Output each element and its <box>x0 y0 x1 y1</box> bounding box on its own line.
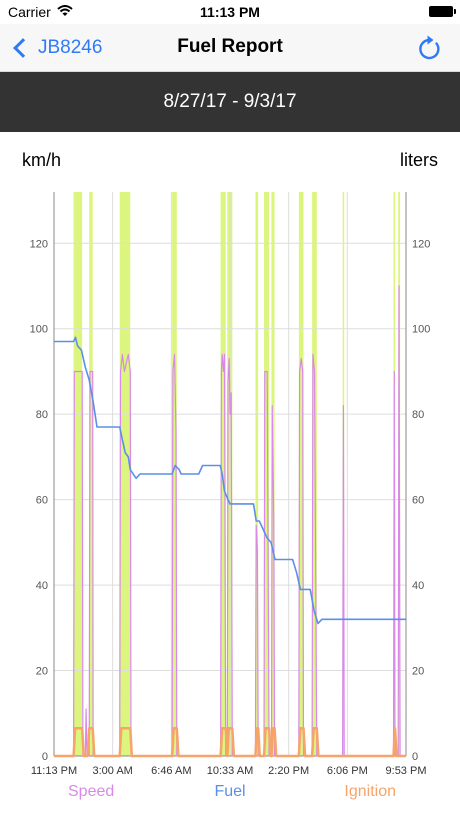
x-tick-label: 6:06 PM <box>327 765 368 777</box>
y-left-tick-label: 60 <box>36 495 48 507</box>
legend-speed: Speed <box>68 783 115 800</box>
fuel-chart[interactable]: 0 20 40 60 80 100 120 0 20 40 60 80 100 120 11:13 PM 3:… <box>0 180 460 780</box>
y-right-tick-label: 60 <box>412 495 424 507</box>
refresh-icon[interactable] <box>416 34 442 62</box>
y-left-tick-label: 120 <box>30 238 48 250</box>
movement-band <box>89 192 93 756</box>
back-button[interactable]: JB8246 <box>10 34 102 62</box>
page-title: Fuel Report <box>177 36 283 57</box>
y-right-tick-label: 40 <box>412 580 424 592</box>
legend-fuel: Fuel <box>214 783 246 800</box>
movement-band <box>220 192 226 756</box>
movement-band <box>298 192 304 756</box>
x-tick-label: 3:00 AM <box>92 765 132 777</box>
movement-band <box>312 192 317 756</box>
y-right-tick-label: 20 <box>412 666 424 678</box>
right-axis-unit-label: liters <box>399 150 438 170</box>
movement-band <box>172 192 177 756</box>
left-axis-unit-label: km/h <box>22 150 62 170</box>
back-button-label: JB8246 <box>38 37 103 58</box>
movement-band <box>73 192 83 756</box>
wifi-icon <box>57 5 73 16</box>
y-left-tick-label: 20 <box>36 666 48 678</box>
y-left-tick-label: 100 <box>30 324 48 336</box>
x-tick-label: 11:13 PM <box>31 765 77 777</box>
x-tick-label: 6:46 AM <box>151 765 191 777</box>
x-tick-label: 2:20 PM <box>268 765 309 777</box>
x-tick-label: 9:53 PM <box>386 765 427 777</box>
fuel-series-line <box>54 336 406 625</box>
y-left-tick-label: 80 <box>36 409 48 421</box>
y-right-tick-label: 0 <box>412 751 418 763</box>
movement-band <box>264 192 270 756</box>
legend-ignition: Ignition <box>344 783 396 800</box>
status-time: 11:13 PM <box>200 4 260 20</box>
y-right-tick-label: 80 <box>412 409 424 421</box>
x-tick-label: 10:33 AM <box>207 765 253 777</box>
battery-icon <box>429 6 456 17</box>
date-range-bar[interactable]: 8/27/17 - 9/3/17 <box>0 72 460 132</box>
status-bar: Carrier 11:13 PM <box>0 0 460 24</box>
movement-band <box>119 192 131 756</box>
navigation-bar: JB8246 Fuel Report <box>0 24 460 72</box>
movement-band <box>255 192 259 756</box>
y-right-tick-label: 100 <box>412 324 430 336</box>
y-right-tick-label: 120 <box>412 238 430 250</box>
y-left-tick-label: 40 <box>36 580 48 592</box>
ignition-series-line <box>54 726 406 758</box>
y-left-tick-label: 0 <box>42 751 48 763</box>
carrier-label: Carrier <box>8 4 51 20</box>
